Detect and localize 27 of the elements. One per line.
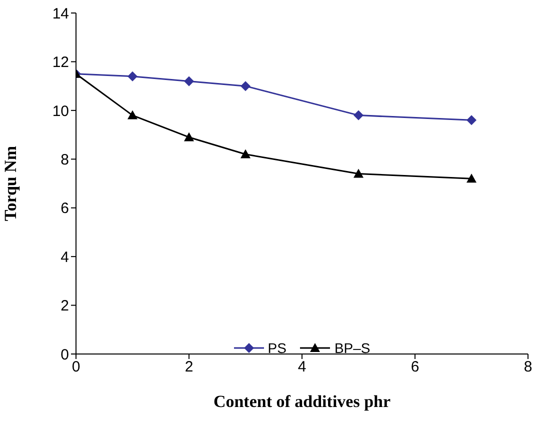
legend-label: PS [268,340,286,356]
point [128,110,138,120]
y-tick-label: 0 [60,346,69,364]
point [184,132,194,142]
point [128,71,138,82]
x-tick-label: 4 [298,358,306,376]
y-tick-label: 2 [60,298,69,315]
point [466,174,476,183]
y-tick-label: 12 [52,54,69,72]
y-tick-label: 10 [52,102,69,120]
x-tick-label: 0 [72,358,80,376]
point [354,110,364,120]
y-tick-label: 6 [60,200,69,218]
legend-label: BP–S [334,340,370,356]
point [466,115,476,126]
point [240,149,250,158]
x-tick-label: 2 [184,358,194,376]
x-tick-label: 6 [410,358,420,376]
y-axis-title: Torqu Nm [1,146,20,222]
x-tick-label: 8 [524,358,532,376]
point [354,168,364,178]
point [184,76,194,86]
point [240,81,250,92]
y-tick-label: 14 [52,5,69,22]
x-axis-title: Content of additives phr [213,392,391,411]
y-tick-label: 8 [60,151,69,168]
y-tick-label: 4 [60,248,69,266]
